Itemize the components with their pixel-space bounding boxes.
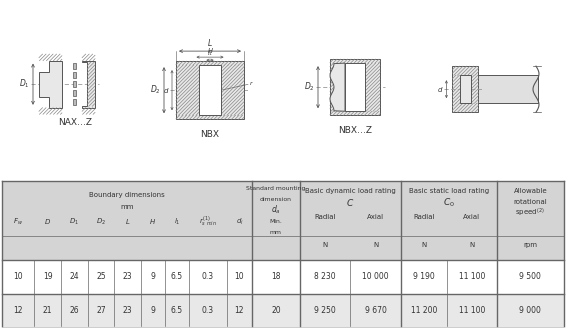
Text: 6.5: 6.5 bbox=[171, 306, 183, 316]
Text: mm: mm bbox=[270, 230, 282, 235]
Text: 11 100: 11 100 bbox=[459, 306, 485, 316]
Text: 6.5: 6.5 bbox=[171, 272, 183, 281]
Text: 20: 20 bbox=[271, 306, 281, 316]
Text: Axial: Axial bbox=[367, 214, 384, 220]
Text: 21: 21 bbox=[43, 306, 53, 316]
Polygon shape bbox=[39, 61, 62, 108]
Text: $D_1$: $D_1$ bbox=[19, 78, 30, 91]
Bar bbox=[72, 63, 76, 69]
Text: $D_2$: $D_2$ bbox=[150, 84, 161, 96]
Text: rotational: rotational bbox=[513, 198, 547, 205]
Text: $r$: $r$ bbox=[249, 79, 254, 87]
Text: Axial: Axial bbox=[464, 214, 481, 220]
Text: 18: 18 bbox=[271, 272, 281, 281]
Text: 9 500: 9 500 bbox=[520, 272, 541, 281]
Text: N: N bbox=[323, 242, 328, 249]
Text: NAX…Z: NAX…Z bbox=[58, 118, 92, 127]
Text: 8 230: 8 230 bbox=[314, 272, 336, 281]
Text: NBX…Z: NBX…Z bbox=[338, 126, 372, 135]
Text: 9 000: 9 000 bbox=[520, 306, 541, 316]
Text: Boundary dimensions: Boundary dimensions bbox=[89, 192, 165, 198]
Text: Standard mounting: Standard mounting bbox=[246, 187, 306, 192]
Text: Basic dynamic load rating: Basic dynamic load rating bbox=[305, 188, 396, 194]
Text: 27: 27 bbox=[96, 306, 106, 316]
Bar bbox=[345, 63, 365, 111]
Bar bbox=[2, 259, 564, 294]
Bar bbox=[72, 72, 76, 78]
Text: N: N bbox=[373, 242, 378, 249]
Text: $d$: $d$ bbox=[437, 85, 443, 94]
Polygon shape bbox=[330, 63, 345, 111]
Bar bbox=[463, 75, 538, 103]
Bar bbox=[176, 61, 244, 119]
Text: $l_1$: $l_1$ bbox=[207, 49, 213, 58]
Text: $L$: $L$ bbox=[207, 37, 213, 48]
Text: 10 000: 10 000 bbox=[362, 272, 389, 281]
Bar bbox=[72, 81, 76, 87]
Text: dimension: dimension bbox=[260, 197, 292, 202]
Text: $d_i$: $d_i$ bbox=[235, 217, 243, 227]
Text: $H$: $H$ bbox=[207, 46, 213, 55]
Text: $D$: $D$ bbox=[44, 217, 51, 226]
Text: 9 670: 9 670 bbox=[365, 306, 387, 316]
Polygon shape bbox=[82, 61, 95, 108]
Text: 11 100: 11 100 bbox=[459, 272, 485, 281]
Text: mm: mm bbox=[121, 204, 134, 210]
Bar bbox=[452, 66, 478, 112]
Text: $d$: $d$ bbox=[162, 86, 169, 95]
Text: 0.3: 0.3 bbox=[201, 306, 214, 316]
Text: $l_1$: $l_1$ bbox=[174, 217, 180, 227]
Text: 9: 9 bbox=[151, 306, 156, 316]
Text: $L$: $L$ bbox=[125, 217, 131, 226]
Text: $d_a$: $d_a$ bbox=[271, 204, 281, 216]
Text: 24: 24 bbox=[70, 272, 79, 281]
Text: $D_2$: $D_2$ bbox=[305, 81, 315, 93]
Text: $H$: $H$ bbox=[149, 217, 157, 226]
Text: N: N bbox=[469, 242, 475, 249]
Text: N: N bbox=[422, 242, 427, 249]
Text: 12: 12 bbox=[235, 306, 244, 316]
Bar bbox=[72, 99, 76, 105]
Text: 23: 23 bbox=[123, 272, 132, 281]
Text: 23: 23 bbox=[123, 306, 132, 316]
Text: Radial: Radial bbox=[413, 214, 435, 220]
Bar bbox=[2, 181, 564, 259]
Text: 9 190: 9 190 bbox=[413, 272, 435, 281]
Text: 10: 10 bbox=[14, 272, 23, 281]
Bar bbox=[460, 75, 471, 103]
Text: Min.: Min. bbox=[269, 219, 282, 224]
Text: 9: 9 bbox=[151, 272, 156, 281]
Text: 0.3: 0.3 bbox=[201, 272, 214, 281]
Bar bbox=[199, 65, 221, 115]
Bar bbox=[72, 90, 76, 96]
Text: 26: 26 bbox=[70, 306, 79, 316]
Text: 9 250: 9 250 bbox=[314, 306, 336, 316]
Text: $r_{s\ min}^{(1)}$: $r_{s\ min}^{(1)}$ bbox=[199, 215, 217, 229]
Text: NBX: NBX bbox=[200, 130, 220, 139]
Bar bbox=[2, 294, 564, 328]
Text: 12: 12 bbox=[14, 306, 23, 316]
Text: $C$: $C$ bbox=[346, 197, 354, 208]
Text: 10: 10 bbox=[235, 272, 245, 281]
Text: 11 200: 11 200 bbox=[411, 306, 438, 316]
Text: Basic static load rating: Basic static load rating bbox=[409, 188, 489, 194]
Text: 19: 19 bbox=[43, 272, 53, 281]
Text: $D_1$: $D_1$ bbox=[70, 217, 79, 227]
Bar bbox=[330, 59, 380, 115]
Text: $C_0$: $C_0$ bbox=[443, 196, 454, 209]
Text: Allowable: Allowable bbox=[513, 188, 547, 194]
Text: $F_w$: $F_w$ bbox=[13, 217, 23, 227]
Text: Radial: Radial bbox=[314, 214, 336, 220]
Text: $D_2$: $D_2$ bbox=[96, 217, 106, 227]
Text: speed$^{(2)}$: speed$^{(2)}$ bbox=[516, 206, 545, 219]
Text: 25: 25 bbox=[96, 272, 106, 281]
Text: rpm: rpm bbox=[524, 242, 537, 249]
